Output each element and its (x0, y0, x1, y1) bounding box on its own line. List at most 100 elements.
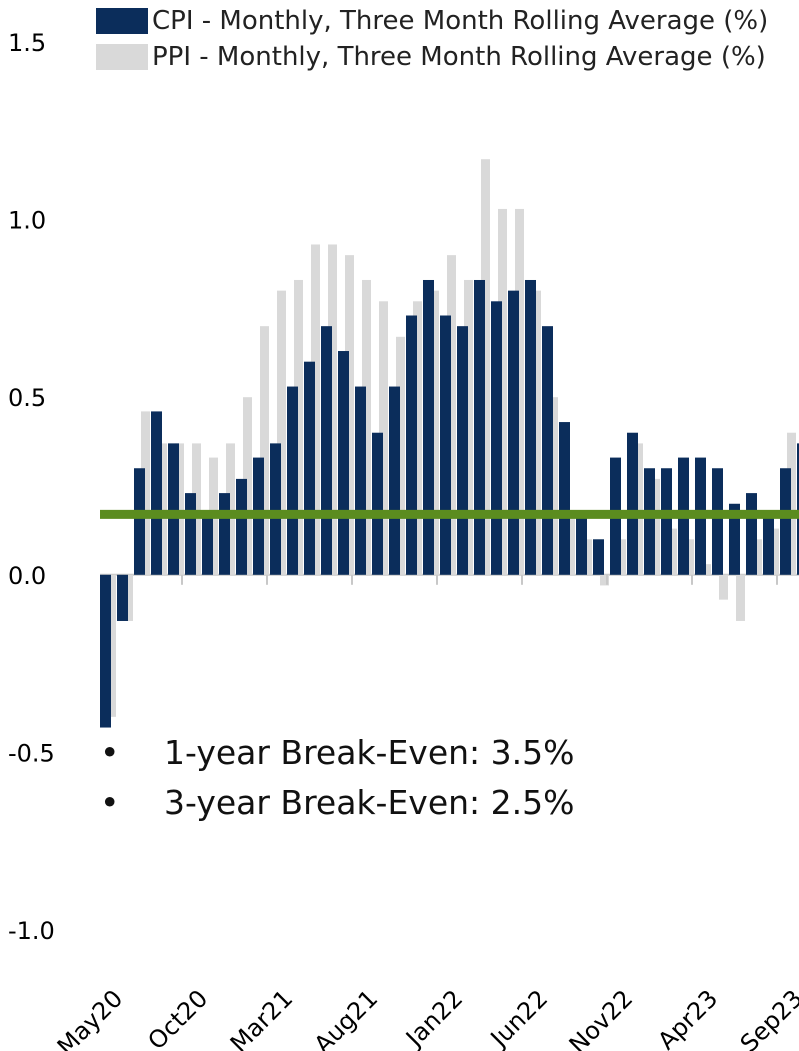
x-tick-label: Nov22 (564, 984, 639, 1051)
ppi-bar (583, 539, 592, 575)
cpi-bar (270, 443, 281, 575)
ppi-bar (787, 432, 796, 575)
ppi-bar (430, 290, 439, 575)
ppi-bar (481, 159, 490, 575)
cpi-bar (525, 279, 536, 575)
ppi-bar (549, 397, 558, 575)
cpi-bar (576, 514, 587, 575)
cpi-bar (661, 468, 672, 575)
ppi-bar (770, 528, 779, 575)
ppi-bar (651, 478, 660, 575)
cpi-bar (559, 422, 570, 575)
cpi-bar (542, 326, 553, 575)
cpi-bar (644, 468, 655, 575)
x-tick-label: May20 (52, 984, 128, 1051)
ppi-bar (532, 290, 541, 575)
cpi-bar (236, 478, 247, 575)
ppi-bar (311, 244, 320, 575)
cpi-bar (321, 326, 332, 575)
legend-swatch (96, 44, 148, 70)
y-tick-label: -1.0 (8, 917, 55, 945)
legend: CPI - Monthly, Three Month Rolling Avera… (96, 4, 796, 76)
annotation: 3-year Break-Even: 2.5% (100, 778, 575, 828)
ppi-bar (753, 539, 762, 575)
cpi-bar (746, 493, 757, 575)
ppi-bar (396, 336, 405, 575)
cpi-bar (389, 386, 400, 575)
cpi-bar (117, 574, 128, 621)
ppi-bar (617, 539, 626, 575)
x-tick-label: Jan22 (399, 984, 468, 1051)
cpi-bar (474, 279, 485, 575)
ppi-bar (226, 443, 235, 575)
ppi-bar (685, 539, 694, 575)
cpi-bar (406, 315, 417, 575)
legend-swatch (96, 8, 148, 34)
cpi-bar (491, 301, 502, 575)
ppi-bar (328, 244, 337, 575)
cpi-bar (304, 361, 315, 575)
ppi-bar (141, 411, 150, 575)
cpi-bar (712, 468, 723, 575)
ppi-bar (124, 574, 133, 621)
ppi-bar (719, 574, 728, 600)
ppi-bar (362, 279, 371, 575)
cpi-bar (355, 386, 366, 575)
cpi-bar (185, 493, 196, 575)
cpi-bar (372, 432, 383, 575)
ppi-bar (277, 290, 286, 575)
cpi-bar (508, 290, 519, 575)
cpi-bar (457, 326, 468, 575)
cpi-bar (168, 443, 179, 575)
x-tick-label: Sep23 (735, 984, 799, 1051)
annotations: 1-year Break-Even: 3.5% 3-year Break-Eve… (100, 728, 575, 828)
ppi-bar (158, 443, 167, 575)
ppi-bar (107, 574, 116, 717)
legend-item: PPI - Monthly, Three Month Rolling Avera… (96, 40, 796, 74)
ppi-bar (294, 279, 303, 575)
cpi-bar (440, 315, 451, 575)
ppi-bar (243, 397, 252, 575)
y-tick-label: 1.5 (8, 29, 46, 57)
cpi-bar (423, 279, 434, 575)
cpi-bar (593, 539, 604, 575)
ppi-bar (702, 564, 711, 575)
ppi-bar (566, 514, 575, 575)
cpi-bar (729, 503, 740, 575)
legend-label: CPI - Monthly, Three Month Rolling Avera… (152, 6, 769, 36)
legend-label: PPI - Monthly, Three Month Rolling Avera… (152, 42, 766, 72)
cpi-bar (627, 432, 638, 575)
x-tick-label: Aug21 (309, 984, 384, 1051)
ppi-bar (345, 255, 354, 575)
ppi-bar (668, 528, 677, 575)
y-tick-label: 0.0 (8, 562, 46, 590)
plot (100, 159, 799, 728)
ppi-bar (413, 301, 422, 575)
ppi-bar (498, 208, 507, 575)
ppi-bar (260, 326, 269, 575)
cpi-bar (338, 351, 349, 575)
x-tick-label: Apr23 (652, 984, 723, 1051)
cpi-bar (287, 386, 298, 575)
cpi-bar (100, 574, 111, 728)
y-tick-label: 1.0 (8, 207, 46, 235)
x-tick-label: Jun22 (484, 984, 553, 1051)
y-tick-label: -0.5 (8, 739, 55, 767)
ppi-bar (379, 301, 388, 575)
ppi-bar (447, 255, 456, 575)
ppi-bar (736, 574, 745, 621)
ppi-bar (175, 443, 184, 575)
x-tick-label: Oct20 (142, 984, 213, 1051)
cpi-bar (763, 514, 774, 575)
cpi-bar (151, 411, 162, 575)
cpi-bar (797, 443, 799, 575)
cpi-bar (202, 514, 213, 575)
cpi-bar (780, 468, 791, 575)
y-tick-label: 0.5 (8, 384, 46, 412)
ppi-bar (515, 208, 524, 575)
ppi-bar (600, 574, 609, 586)
ppi-bar (192, 443, 201, 575)
ppi-bar (464, 279, 473, 575)
